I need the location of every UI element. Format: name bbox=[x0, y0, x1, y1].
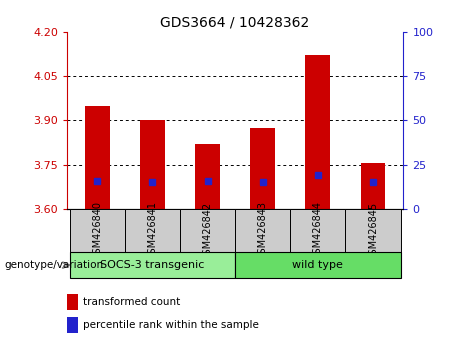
Text: percentile rank within the sample: percentile rank within the sample bbox=[83, 320, 259, 330]
Text: genotype/variation: genotype/variation bbox=[5, 260, 104, 270]
Text: wild type: wild type bbox=[292, 260, 343, 270]
Text: GSM426844: GSM426844 bbox=[313, 201, 323, 261]
Bar bbox=[250, 128, 275, 209]
Bar bbox=[290, 209, 345, 253]
Bar bbox=[195, 144, 220, 209]
Text: GSM426843: GSM426843 bbox=[258, 201, 268, 261]
Bar bbox=[140, 120, 165, 209]
Text: GSM426840: GSM426840 bbox=[92, 201, 102, 261]
Bar bbox=[70, 209, 125, 253]
Bar bbox=[85, 105, 110, 209]
Text: transformed count: transformed count bbox=[83, 297, 180, 307]
Bar bbox=[306, 56, 330, 209]
Text: GSM426845: GSM426845 bbox=[368, 201, 378, 261]
Bar bbox=[125, 209, 180, 253]
Text: GSM426842: GSM426842 bbox=[202, 201, 213, 261]
Title: GDS3664 / 10428362: GDS3664 / 10428362 bbox=[160, 15, 310, 29]
Bar bbox=[345, 209, 401, 253]
Bar bbox=[361, 163, 385, 209]
Text: SOCS-3 transgenic: SOCS-3 transgenic bbox=[100, 260, 205, 270]
Bar bbox=[180, 209, 235, 253]
Text: GSM426841: GSM426841 bbox=[148, 201, 157, 261]
Bar bbox=[235, 209, 290, 253]
Bar bbox=[70, 252, 235, 278]
Bar bbox=[235, 252, 401, 278]
